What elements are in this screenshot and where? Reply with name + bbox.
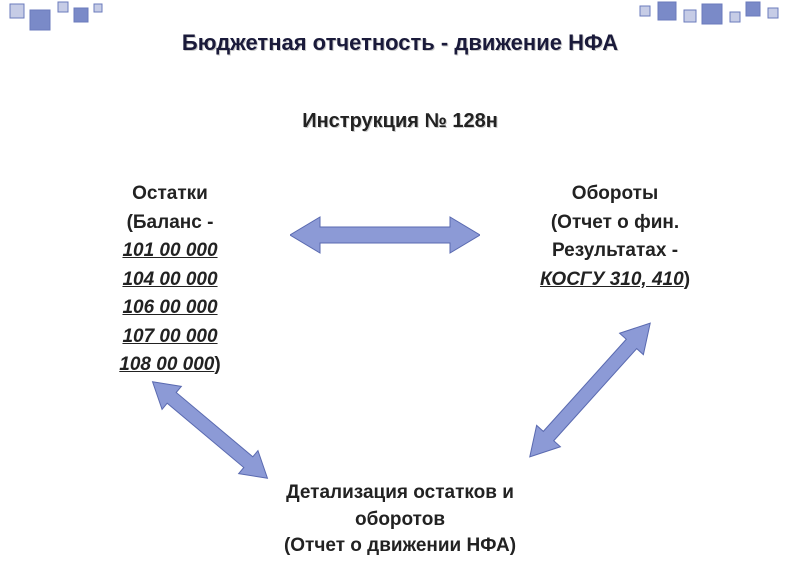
arrow-shape <box>518 312 662 467</box>
decor-square <box>94 4 102 12</box>
left-block: Остатки (Баланс - 101 00 000104 00 00010… <box>60 180 280 380</box>
decor-square <box>10 4 24 18</box>
right-heading: Обороты <box>490 180 740 209</box>
left-codes: 101 00 000104 00 000106 00 000107 00 000… <box>60 237 280 380</box>
arrow-left-down-icon <box>130 375 290 485</box>
arrow-horizontal-icon <box>290 215 480 255</box>
decor-square <box>702 4 722 24</box>
left-code-line: 107 00 000 <box>60 323 280 352</box>
right-sub1: (Отчет о фин. <box>490 209 740 238</box>
left-sub1: (Баланс - <box>60 209 280 238</box>
arrow-shape <box>143 375 277 485</box>
decor-square <box>684 10 696 22</box>
subtitle: Инструкция № 128н <box>0 110 800 133</box>
decor-square <box>730 12 740 22</box>
decor-square <box>658 2 676 20</box>
decor-square <box>58 2 68 12</box>
right-sub2: Результатах - <box>490 237 740 266</box>
decor-square <box>74 8 88 22</box>
page-title: Бюджетная отчетность - движение НФА <box>0 30 800 56</box>
bottom-line1: Детализация остатков и <box>0 480 800 507</box>
left-code-line: 104 00 000 <box>60 266 280 295</box>
arrow-right-down-icon <box>500 300 680 480</box>
bottom-line3: (Отчет о движении НФА) <box>0 533 800 560</box>
bottom-block: Детализация остатков и оборотов (Отчет о… <box>0 480 800 560</box>
right-code: КОСГУ 310, 410) <box>490 266 740 295</box>
decor-square <box>640 6 650 16</box>
decor-square <box>746 2 760 16</box>
decor-square <box>768 8 778 18</box>
bottom-line2: оборотов <box>0 507 800 534</box>
right-block: Обороты (Отчет о фин. Результатах - КОСГ… <box>490 180 740 294</box>
left-heading: Остатки <box>60 180 280 209</box>
left-code-line: 101 00 000 <box>60 237 280 266</box>
decor-square <box>30 10 50 30</box>
arrow-shape <box>290 217 480 253</box>
left-code-line: 106 00 000 <box>60 294 280 323</box>
